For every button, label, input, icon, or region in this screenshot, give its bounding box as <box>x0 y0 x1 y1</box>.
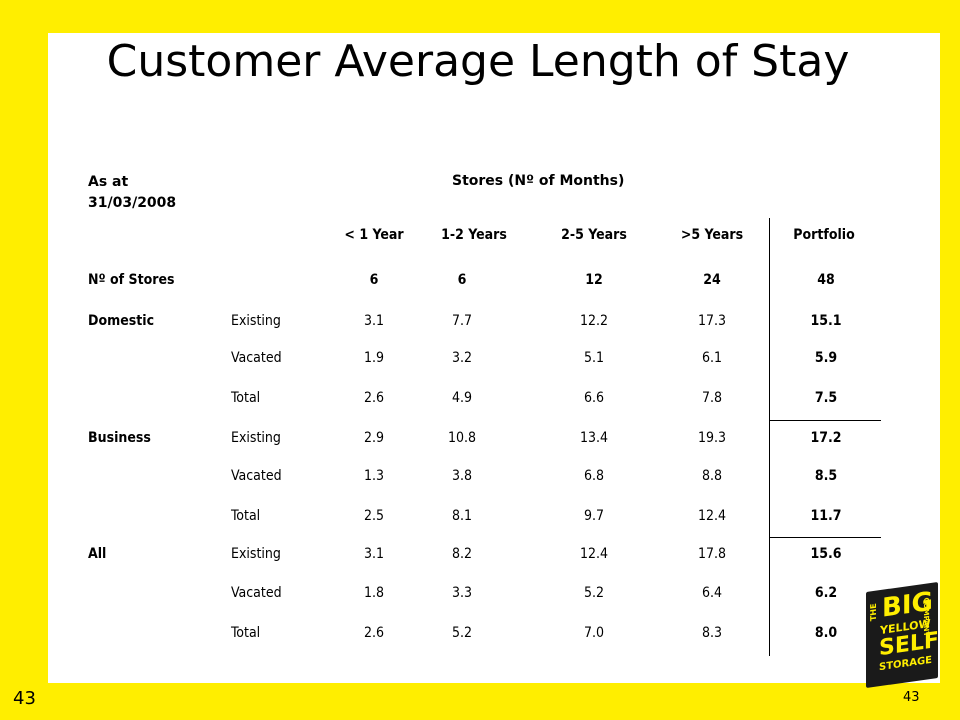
table-cell: 2.6 <box>363 625 385 641</box>
column-header: 1-2 Years <box>441 227 507 243</box>
table-cell: 17.3 <box>697 313 727 329</box>
table-cell: 7.0 <box>583 625 605 641</box>
stores-header: Stores (Nº of Months) <box>452 173 625 189</box>
table-cell: 15.6 <box>810 546 842 562</box>
table-cell: 15.1 <box>810 313 842 329</box>
table-cell: 1.9 <box>363 350 385 366</box>
table-cell: 6.6 <box>583 390 605 406</box>
num-stores-value: 6 <box>457 272 467 288</box>
table-cell: 2.6 <box>363 390 385 406</box>
domestic-total-underline <box>770 420 881 421</box>
table-cell: 7.7 <box>451 313 473 329</box>
column-header: < 1 Year <box>344 227 404 243</box>
num-stores-value: 6 <box>369 272 379 288</box>
table-cell: 6.8 <box>583 468 605 484</box>
logo-company: COMPANY <box>922 597 930 638</box>
table-cell: 8.5 <box>814 468 838 484</box>
row-type-label: Existing <box>231 313 281 329</box>
table-cell: 4.9 <box>451 390 473 406</box>
num-stores-value: 24 <box>703 272 721 288</box>
row-type-label: Total <box>231 508 261 524</box>
table-cell: 12.4 <box>579 546 609 562</box>
table-cell: 6.1 <box>701 350 723 366</box>
table-cell: 3.8 <box>451 468 473 484</box>
table-cell: 9.7 <box>583 508 605 524</box>
row-type-label: Existing <box>231 430 281 446</box>
table-cell: 8.3 <box>701 625 723 641</box>
table-cell: 7.8 <box>701 390 723 406</box>
table-cell: 3.2 <box>451 350 473 366</box>
table-cell: 12.4 <box>697 508 727 524</box>
group-label: All <box>88 546 107 562</box>
table-cell: 8.2 <box>451 546 473 562</box>
page-title: Customer Average Length of Stay <box>106 36 850 87</box>
table-cell: 7.5 <box>814 390 838 406</box>
table-cell: 5.1 <box>583 350 605 366</box>
column-header: >5 Years <box>680 227 744 243</box>
business-total-underline <box>770 537 881 538</box>
table-cell: 17.8 <box>697 546 727 562</box>
row-type-label: Existing <box>231 546 281 562</box>
table-cell: 3.3 <box>451 585 473 601</box>
table-cell: 1.3 <box>363 468 385 484</box>
row-type-label: Total <box>231 625 261 641</box>
table-cell: 3.1 <box>363 313 385 329</box>
table-cell: 19.3 <box>697 430 727 446</box>
slide-number: 43 <box>13 688 36 709</box>
row-label-num-stores: Nº of Stores <box>88 272 175 288</box>
num-stores-value: 12 <box>585 272 603 288</box>
slide-panel <box>48 33 940 683</box>
table-cell: 5.2 <box>451 625 473 641</box>
table-cell: 8.0 <box>814 625 838 641</box>
column-header: Portfolio <box>793 227 855 243</box>
column-header: 2-5 Years <box>561 227 627 243</box>
table-cell: 6.2 <box>814 585 838 601</box>
as-at-label: As at <box>88 174 129 190</box>
logo-the: THE <box>869 602 878 622</box>
table-cell: 12.2 <box>579 313 609 329</box>
table-cell: 8.8 <box>701 468 723 484</box>
table-cell: 1.8 <box>363 585 385 601</box>
company-logo: THE BIG YELLOW SELF STORAGE COMPANY <box>866 581 939 689</box>
table-cell: 8.1 <box>451 508 473 524</box>
portfolio-divider <box>769 218 770 656</box>
group-label: Domestic <box>88 313 155 329</box>
row-type-label: Total <box>231 390 261 406</box>
table-cell: 2.5 <box>363 508 385 524</box>
table-cell: 5.2 <box>583 585 605 601</box>
table-cell: 11.7 <box>810 508 842 524</box>
row-type-label: Vacated <box>231 350 282 366</box>
as-at-header: As at 31/03/2008 <box>88 172 176 214</box>
row-type-label: Vacated <box>231 585 282 601</box>
num-stores-value: 48 <box>817 272 835 288</box>
slide-number-small: 43 <box>903 690 920 705</box>
table-cell: 5.9 <box>814 350 838 366</box>
group-label: Business <box>88 430 151 446</box>
table-cell: 6.4 <box>701 585 723 601</box>
table-cell: 3.1 <box>363 546 385 562</box>
table-cell: 17.2 <box>810 430 842 446</box>
table-cell: 13.4 <box>579 430 609 446</box>
row-type-label: Vacated <box>231 468 282 484</box>
table-cell: 2.9 <box>363 430 385 446</box>
table-cell: 10.8 <box>447 430 477 446</box>
as-at-date: 31/03/2008 <box>88 195 177 211</box>
